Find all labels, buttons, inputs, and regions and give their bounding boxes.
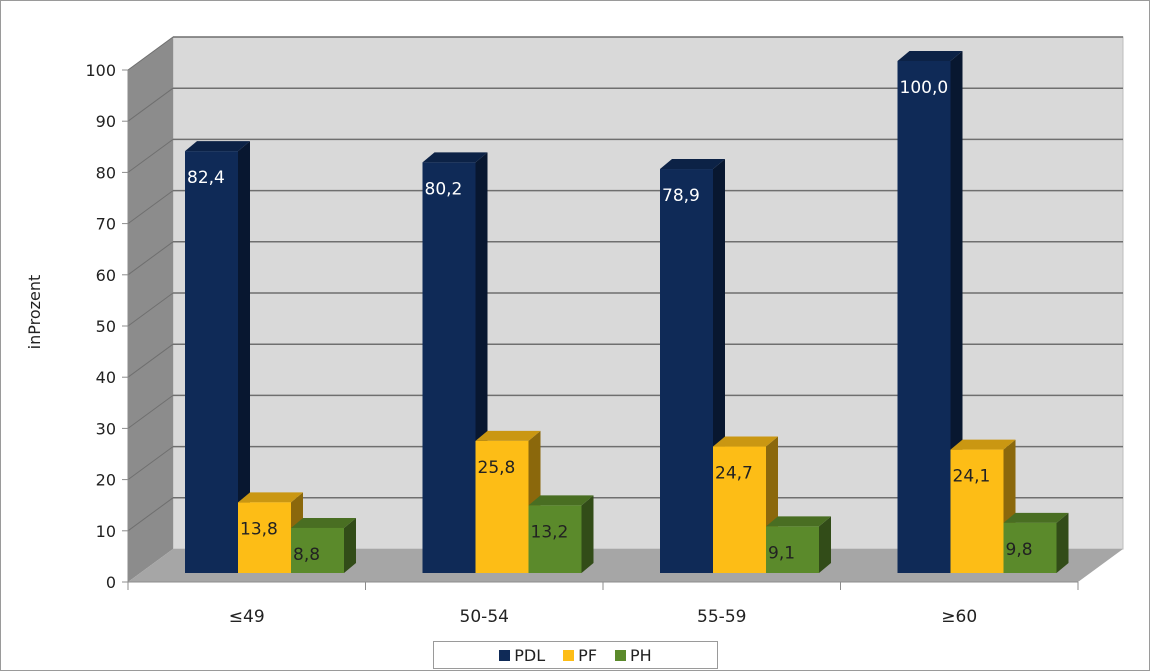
bar-top bbox=[713, 436, 778, 447]
data-label-pdl: 82,4 bbox=[187, 168, 225, 188]
data-label-ph: 8,8 bbox=[293, 545, 320, 565]
x-category-label: 55-59 bbox=[697, 607, 746, 627]
y-axis-label: inProzent bbox=[25, 275, 44, 350]
legend-swatch-pdl bbox=[499, 649, 511, 661]
gridline-side bbox=[127, 394, 174, 429]
data-label-ph: 9,1 bbox=[768, 543, 795, 563]
bar-front bbox=[422, 162, 476, 573]
bar-top bbox=[950, 439, 1016, 450]
bar-front bbox=[713, 446, 766, 573]
bar-front bbox=[660, 169, 713, 574]
bar-pdl-3 bbox=[660, 159, 725, 574]
gridline-side bbox=[127, 138, 174, 173]
bar-side bbox=[1056, 512, 1069, 573]
data-label-pf: 24,7 bbox=[715, 464, 753, 484]
bar-top bbox=[185, 141, 250, 152]
gridline-side bbox=[127, 190, 174, 225]
data-label-ph: 13,2 bbox=[531, 522, 569, 542]
bar-front bbox=[897, 61, 951, 573]
legend-item-pdl: PDL bbox=[499, 646, 545, 665]
y-tick-label: 100 bbox=[85, 61, 116, 80]
data-label-pf: 25,8 bbox=[478, 458, 516, 478]
data-label-pdl: 80,2 bbox=[425, 179, 463, 199]
bars bbox=[185, 51, 1069, 574]
data-label-pf: 13,8 bbox=[240, 519, 278, 539]
y-tick-label: 50 bbox=[96, 317, 116, 336]
data-label-pf: 24,1 bbox=[953, 467, 991, 487]
y-tick-label: 20 bbox=[96, 471, 116, 490]
bar-front bbox=[238, 502, 291, 573]
floor bbox=[128, 549, 1123, 582]
legend-item-pf: PF bbox=[563, 646, 597, 665]
y-tick-label: 10 bbox=[96, 522, 116, 541]
y-tick-label: 60 bbox=[96, 266, 116, 285]
bar-front bbox=[475, 440, 529, 573]
x-category-label: 50-54 bbox=[460, 607, 509, 627]
bar-front bbox=[1003, 522, 1057, 573]
legend-label-pdl: PDL bbox=[514, 645, 546, 665]
gridline-side bbox=[127, 292, 174, 327]
data-label-pdl: 100,0 bbox=[900, 78, 949, 98]
bar-top bbox=[528, 495, 594, 506]
x-category-label: ≤49 bbox=[229, 607, 265, 627]
data-labels: 82,4 13,8 8,8 80,2 25,8 13,2 78,9 24,7 9,1 100,0 2… bbox=[187, 78, 1033, 565]
y-tick-label: 70 bbox=[96, 215, 116, 234]
bar-front bbox=[766, 526, 819, 573]
y-tick-label: 40 bbox=[96, 368, 116, 387]
legend-item-ph: PH bbox=[615, 646, 652, 665]
data-label-ph: 9,8 bbox=[1006, 540, 1033, 560]
bar-top bbox=[766, 516, 831, 527]
y-tick-label: 0 bbox=[106, 573, 116, 592]
data-label-pdl: 78,9 bbox=[662, 186, 700, 206]
bar-front bbox=[185, 151, 238, 573]
legend-swatch-ph bbox=[615, 649, 627, 661]
gridline-side bbox=[127, 36, 174, 71]
gridline-side bbox=[127, 241, 174, 276]
bar-front bbox=[950, 449, 1004, 573]
y-tick-label: 30 bbox=[96, 419, 116, 438]
bar-side bbox=[344, 517, 356, 573]
bar-ph-3 bbox=[766, 516, 831, 573]
legend: PDL PF PH bbox=[433, 641, 718, 669]
bar-top bbox=[475, 430, 541, 441]
bar-top bbox=[1003, 512, 1069, 523]
gridline-side bbox=[127, 87, 174, 122]
bar-pdl-1 bbox=[185, 141, 250, 573]
legend-label-pf: PF bbox=[578, 645, 598, 665]
bar-front bbox=[291, 527, 344, 573]
bar-ph-4 bbox=[1003, 512, 1069, 573]
gridline-side bbox=[127, 497, 174, 532]
bar-pdl-4 bbox=[897, 51, 963, 573]
bar-ph-1 bbox=[291, 517, 356, 573]
axes: 0 10 20 30 40 50 60 70 80 90 100 ≤49 50-54 55-59 ≥60 bbox=[85, 61, 1079, 627]
bar-side bbox=[581, 495, 594, 573]
bar-top bbox=[660, 159, 725, 170]
y-tick-label: 80 bbox=[96, 163, 116, 182]
bar-top bbox=[897, 51, 963, 61]
legend-swatch-pf bbox=[563, 649, 575, 661]
legend-label-ph: PH bbox=[630, 645, 652, 665]
bar-top bbox=[238, 492, 303, 503]
bar-front bbox=[528, 505, 582, 573]
gridline-side bbox=[127, 343, 174, 378]
bar-side bbox=[819, 516, 831, 573]
x-category-label: ≥60 bbox=[941, 607, 977, 627]
y-tick-label: 90 bbox=[96, 112, 116, 131]
bar-side bbox=[238, 141, 250, 573]
bar-ph-2 bbox=[528, 495, 594, 573]
bar-top bbox=[291, 517, 356, 528]
bar-pdl-2 bbox=[422, 152, 488, 573]
gridline-side bbox=[127, 446, 174, 481]
bar-top bbox=[422, 152, 488, 163]
